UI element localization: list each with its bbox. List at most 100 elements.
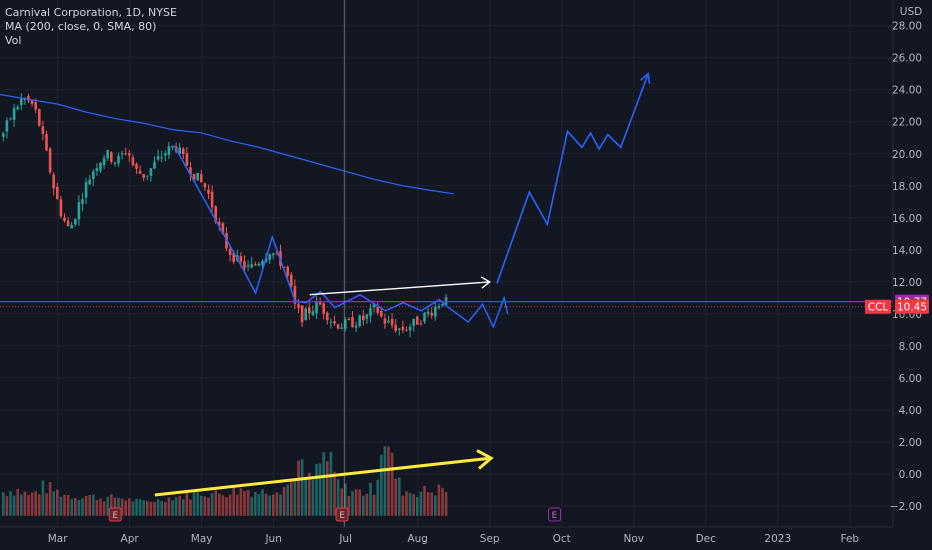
earnings-marker-box[interactable]: [335, 507, 349, 522]
volume-bar: [142, 500, 145, 516]
volume-bar: [12, 495, 16, 516]
pattern-drawing: [173, 145, 509, 329]
candle-body: [318, 302, 322, 305]
ticker-tag: [865, 299, 891, 314]
volume-bar: [110, 494, 113, 516]
last-price-tag: [895, 299, 929, 314]
volume-bar: [405, 491, 408, 516]
earnings-marker-box[interactable]: [548, 507, 562, 522]
volume-bar: [243, 490, 246, 516]
volume-bar: [351, 491, 354, 516]
candle-body: [5, 120, 9, 132]
volume-bar: [275, 492, 279, 516]
y-tick-label: 12.00: [892, 277, 922, 289]
volume-bar: [282, 487, 286, 516]
y-tick-label: 8.00: [899, 341, 922, 353]
candle-body: [297, 304, 300, 308]
candle-body: [56, 186, 59, 200]
volume-bar: [380, 454, 383, 516]
volume-bar: [412, 494, 415, 516]
volume-bar: [369, 482, 372, 516]
candle-body: [77, 202, 81, 220]
candle-body: [99, 162, 102, 171]
candle-body: [336, 324, 340, 329]
volume-bar: [27, 494, 30, 516]
volume-bar: [30, 492, 34, 516]
candle-body: [30, 100, 34, 104]
candle-body: [149, 168, 153, 176]
earnings-marker-box[interactable]: [108, 507, 122, 522]
volume-bar: [437, 484, 441, 516]
candle-body: [110, 152, 113, 162]
volume-bar: [434, 495, 437, 516]
volume-bar: [390, 452, 394, 516]
volume-bar: [340, 488, 343, 516]
legend-title[interactable]: Carnival Corporation, 1D, NYSE: [5, 6, 177, 19]
candle-body: [9, 118, 12, 120]
volume-bar: [272, 494, 275, 516]
volume-bar: [200, 495, 203, 516]
legend-vol[interactable]: Vol: [5, 34, 22, 47]
candle-body: [351, 317, 354, 328]
volume-bar: [347, 496, 351, 516]
candle-body: [376, 306, 379, 313]
candle-body: [243, 261, 246, 269]
x-tick-label: Jul: [338, 533, 352, 545]
volume-bar: [210, 493, 214, 516]
volume-bar: [106, 496, 109, 516]
candle-body: [358, 315, 361, 327]
volume-bar: [124, 500, 127, 516]
candle-body: [192, 173, 196, 180]
candle-body: [326, 312, 329, 321]
candle-body: [142, 174, 145, 178]
candle-body: [340, 327, 343, 329]
volume-bar: [138, 499, 142, 516]
volume-bar: [120, 498, 124, 516]
volume-bar: [41, 480, 45, 516]
volume-bar: [286, 484, 289, 516]
y-tick-label: 26.00: [892, 53, 922, 65]
volume-bar: [185, 492, 189, 516]
candle-body: [41, 126, 45, 134]
candle-body: [81, 199, 84, 204]
volume-bar: [254, 491, 257, 516]
legend-ma[interactable]: MA (200, close, 0, SMA, 80): [5, 20, 157, 33]
chart-legend: Carnival Corporation, 1D, NYSE MA (200, …: [5, 6, 177, 48]
volume-bar: [419, 491, 423, 516]
earnings-marker: E: [335, 507, 349, 522]
earnings-marker: E: [548, 507, 562, 522]
candle-body: [74, 219, 77, 225]
volume-bar: [293, 480, 297, 516]
volume-bar: [246, 490, 250, 516]
volume-bar: [239, 488, 243, 516]
candle-body: [441, 303, 444, 306]
y-tick-label: 16.00: [892, 213, 922, 225]
volume-bar: [153, 501, 156, 516]
candle-body: [48, 148, 52, 173]
volume-bar: [426, 492, 430, 516]
candle-body: [329, 321, 333, 323]
volume-bar: [52, 491, 55, 516]
volume-bar: [34, 491, 37, 516]
y-tick-label: 18.00: [892, 181, 922, 193]
volume-bar: [81, 498, 84, 516]
volume-bar: [102, 501, 106, 516]
volume-bar: [358, 489, 361, 516]
candle-body: [12, 108, 16, 121]
candle-body: [369, 308, 372, 316]
candle-body: [113, 162, 117, 164]
volume-bar: [178, 495, 181, 516]
earnings-marker-label: E: [552, 511, 558, 521]
volume-bar: [128, 498, 131, 516]
volume-bar: [308, 472, 311, 516]
candle-body: [214, 206, 217, 222]
volume-bar: [16, 489, 19, 516]
yellow-volume-arrow: [154, 456, 492, 497]
x-tick-label: Oct: [553, 533, 571, 545]
earnings-marker: E: [108, 507, 122, 522]
y-tick-label: 4.00: [899, 405, 922, 417]
candle-body: [430, 312, 433, 316]
volume-bar: [336, 479, 340, 516]
